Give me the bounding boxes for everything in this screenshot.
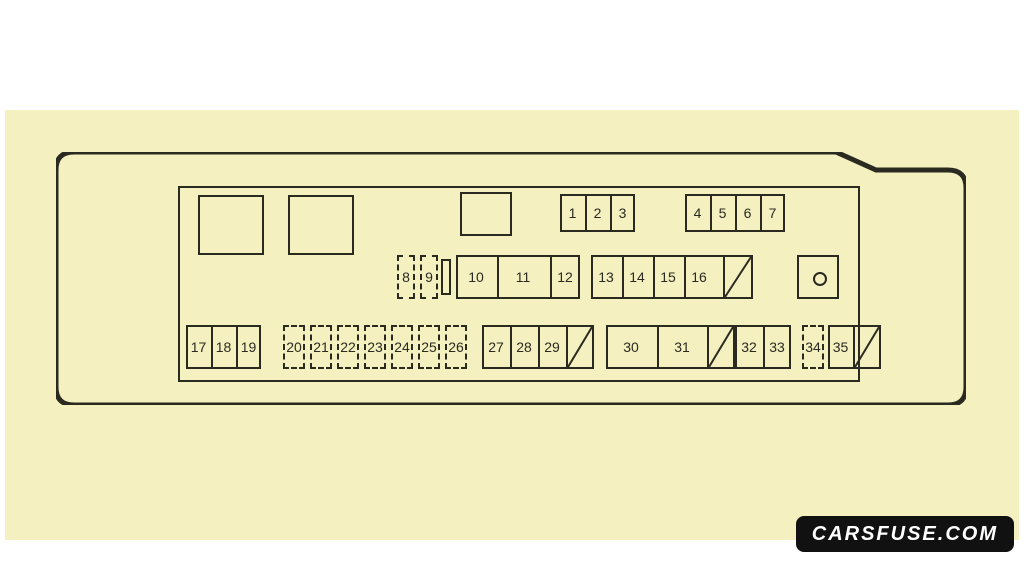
fuse-slot-21: 21 [310,325,332,369]
fuse-label: 2 [594,206,602,220]
fuse-slot-17: 17 [186,325,211,369]
row2-circle-block [797,255,839,299]
fuse-label: 22 [340,340,356,354]
fuse-label: 1 [569,206,577,220]
fuse-label: 32 [741,340,757,354]
watermark-text: CARSFUSE.COM [812,523,998,546]
fuse-label: 31 [674,340,690,354]
fuse-slot-blank [566,325,594,369]
fuse-label: 8 [402,270,410,284]
relay-block-1 [198,195,264,255]
fuse-slot-24: 24 [391,325,413,369]
fuse-slot-blank [707,325,735,369]
fuse-label: 34 [805,340,821,354]
fuse-slot-8: 8 [397,255,415,299]
fuse-label: 25 [421,340,437,354]
fuse-slot-14: 14 [622,255,652,299]
fuse-label: 9 [425,270,433,284]
fuse-slot-6: 6 [735,194,760,232]
relay-block-3 [460,192,512,236]
fuse-slot-16: 16 [684,255,714,299]
fuse-label: 15 [660,270,676,284]
fuse-label: 21 [313,340,329,354]
fuse-label: 24 [394,340,410,354]
fuse-label: 11 [516,270,531,284]
fuse-slot-28: 28 [510,325,538,369]
fuse-slot-12: 12 [550,255,580,299]
fuse-slot-blank [853,325,881,369]
watermark-badge: CARSFUSE.COM [796,516,1014,552]
fuse-slot-10: 10 [456,255,496,299]
fuse-slot-blank [723,255,753,299]
fuse-slot-33: 33 [763,325,791,369]
fuse-label: 35 [833,340,849,354]
fuse-label: 14 [629,270,645,284]
fuse-slot-26: 26 [445,325,467,369]
fuse-label: 27 [488,340,504,354]
fuse-slot-23: 23 [364,325,386,369]
fuse-label: 29 [544,340,560,354]
fuse-slot-22: 22 [337,325,359,369]
fuse-slot-1: 1 [560,194,585,232]
fuse-label: 16 [691,270,707,284]
fuse-label: 10 [468,270,484,284]
fuse-label: 23 [367,340,383,354]
fuse-label: 17 [191,340,207,354]
fuse-label: 5 [719,206,727,220]
fuse-label: 13 [598,270,614,284]
fuse-slot-11: 11 [497,255,549,299]
fuse-slot-25: 25 [418,325,440,369]
fuse-label: 26 [448,340,464,354]
fuse-slot-19: 19 [236,325,261,369]
fuse-slot-4: 4 [685,194,710,232]
fuse-slot-5: 5 [710,194,735,232]
fuse-label: 28 [516,340,532,354]
fuse-label: 4 [694,206,702,220]
fuse-slot-29: 29 [538,325,566,369]
fuse-slot-9: 9 [420,255,438,299]
fuse-slot-blank [441,259,451,295]
fuse-label: 30 [623,340,639,354]
fuse-slot-35: 35 [828,325,853,369]
relay-block-2 [288,195,354,255]
fuse-slot-20: 20 [283,325,305,369]
fuse-slot-30: 30 [606,325,656,369]
fuse-slot-27: 27 [482,325,510,369]
fuse-slot-31: 31 [657,325,707,369]
fuse-slot-3: 3 [610,194,635,232]
fuse-label: 3 [619,206,627,220]
fuse-label: 19 [241,340,257,354]
fuse-slot-15: 15 [653,255,683,299]
fuse-label: 7 [769,206,777,220]
fuse-label: 6 [744,206,752,220]
fuse-slot-7: 7 [760,194,785,232]
fuse-label: 20 [286,340,302,354]
fuse-label: 18 [216,340,232,354]
fuse-label: 33 [769,340,785,354]
fuse-slot-2: 2 [585,194,610,232]
fuse-slot-32: 32 [735,325,763,369]
fuse-slot-18: 18 [211,325,236,369]
fuse-slot-34: 34 [802,325,824,369]
fuse-diagram-canvas: 1234567891011121314151617181920212223242… [0,0,1024,576]
fuse-label: 12 [557,270,573,284]
fuse-slot-13: 13 [591,255,621,299]
